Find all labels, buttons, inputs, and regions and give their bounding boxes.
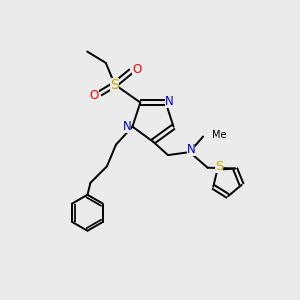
Text: O: O <box>132 63 141 76</box>
Text: S: S <box>215 160 223 172</box>
Text: S: S <box>110 77 119 92</box>
Text: N: N <box>165 94 174 107</box>
Text: N: N <box>187 142 196 156</box>
Text: Me: Me <box>212 130 226 140</box>
Text: O: O <box>90 89 99 102</box>
Text: N: N <box>123 120 131 133</box>
